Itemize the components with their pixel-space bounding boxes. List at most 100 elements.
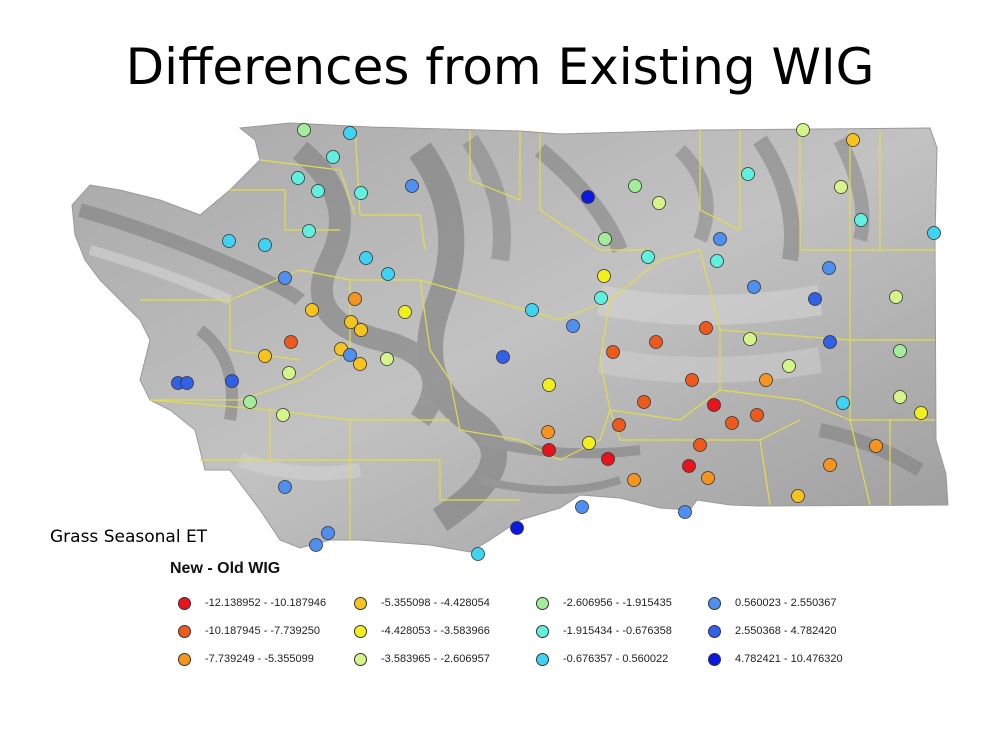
legend-item: -0.676357 - 0.560022 [536,650,668,668]
station-point [348,292,362,306]
station-point [649,335,663,349]
station-point [693,438,707,452]
legend-label: -2.606956 - -1.915435 [563,597,672,609]
station-point [581,190,595,204]
legend-swatch [354,652,367,666]
legend-item: -4.428053 - -3.583966 [354,622,490,640]
station-point [627,473,641,487]
station-point [258,238,272,252]
legend-title: New - Old WIG [170,560,281,577]
legend-item: -12.138952 - -10.187946 [178,594,326,612]
station-point [566,319,580,333]
station-point [854,213,868,227]
map-subtitle: Grass Seasonal ET [50,527,208,547]
legend-label: 0.560023 - 2.550367 [735,597,837,609]
station-point [311,184,325,198]
station-point [309,538,323,552]
station-point [823,335,837,349]
station-point [846,133,860,147]
station-point [791,489,805,503]
station-point [343,348,357,362]
station-point [278,480,292,494]
legend-item: -10.187945 - -7.739250 [178,622,320,640]
station-point [180,376,194,390]
station-point [713,232,727,246]
legend-item: -5.355098 - -4.428054 [354,594,490,612]
station-point [685,373,699,387]
station-point [750,408,764,422]
station-point [496,350,510,364]
station-point [541,425,555,439]
station-point [869,439,883,453]
legend-label: -1.915434 - -0.676358 [563,625,672,637]
station-point [302,224,316,238]
legend-label: -0.676357 - 0.560022 [563,653,669,665]
legend-swatch [178,624,191,638]
station-point [542,378,556,392]
station-point [743,332,757,346]
station-point [741,167,755,181]
station-point [278,271,292,285]
station-point [353,357,367,371]
station-point [628,179,642,193]
station-point [927,226,941,240]
legend-swatch [178,652,191,666]
legend-label: 2.550368 - 4.782420 [735,625,837,637]
legend-swatch [708,624,721,638]
station-point [582,436,596,450]
station-point [699,321,713,335]
station-point [225,374,239,388]
legend-label: -5.355098 - -4.428054 [381,597,490,609]
station-point [823,458,837,472]
station-point [637,395,651,409]
station-point [682,459,696,473]
station-point [284,335,298,349]
station-point [305,303,319,317]
station-point [678,505,692,519]
legend-swatch [536,652,549,666]
legend-item: -1.915434 - -0.676358 [536,622,672,640]
station-point [759,373,773,387]
station-point [326,150,340,164]
station-point [282,366,296,380]
station-point [747,280,761,294]
station-point [510,521,524,535]
station-point [525,303,539,317]
station-point [405,179,419,193]
legend-label: -12.138952 - -10.187946 [205,597,327,609]
station-point [297,123,311,137]
legend-swatch [178,596,191,610]
station-point [808,292,822,306]
legend-item: -3.583965 - -2.606957 [354,650,490,668]
station-point [598,232,612,246]
station-point [344,315,358,329]
station-point [398,305,412,319]
legend-item: 2.550368 - 4.782420 [708,622,837,640]
station-point [471,547,485,561]
station-point [542,443,556,457]
station-point [575,500,589,514]
station-point [834,180,848,194]
legend-label: -4.428053 - -3.583966 [381,625,490,637]
station-point [796,123,810,137]
station-point [597,269,611,283]
legend-swatch [708,652,721,666]
legend-item: -7.739249 - -5.355099 [178,650,314,668]
station-point [343,126,357,140]
legend: -12.138952 - -10.187946 -10.187945 - -7.… [178,590,878,670]
page-title: Differences from Existing WIG [125,38,875,96]
station-point [291,171,305,185]
station-point [381,267,395,281]
station-point [652,196,666,210]
legend-item: 0.560023 - 2.550367 [708,594,837,612]
station-point [258,349,272,363]
station-point [710,254,724,268]
station-point [707,398,721,412]
legend-swatch [708,596,721,610]
station-point [276,408,290,422]
legend-label: -7.739249 - -5.355099 [205,653,314,665]
station-point [725,416,739,430]
station-point [822,261,836,275]
station-point [836,396,850,410]
